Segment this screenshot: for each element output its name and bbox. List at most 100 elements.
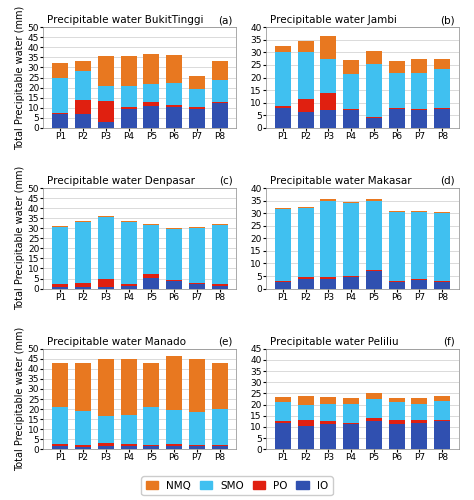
Bar — [212, 62, 228, 80]
Bar — [189, 227, 205, 228]
Bar — [343, 60, 359, 74]
Bar — [75, 222, 91, 282]
Bar — [320, 422, 336, 424]
Bar — [411, 404, 428, 420]
Bar — [120, 108, 137, 128]
Bar — [298, 41, 313, 52]
Bar — [275, 52, 291, 106]
Bar — [98, 446, 114, 450]
Bar — [52, 444, 68, 446]
Bar — [389, 424, 405, 450]
Bar — [389, 398, 405, 402]
Text: (a): (a) — [218, 16, 233, 26]
Bar — [75, 411, 91, 446]
Text: Precipitable water Denpasar: Precipitable water Denpasar — [47, 176, 195, 186]
Bar — [52, 113, 68, 114]
Bar — [320, 200, 336, 278]
Bar — [166, 446, 182, 450]
Bar — [389, 108, 405, 109]
Bar — [389, 281, 405, 282]
Bar — [75, 446, 91, 448]
Bar — [275, 281, 291, 282]
Bar — [320, 404, 336, 421]
Bar — [212, 284, 228, 286]
Bar — [434, 420, 450, 422]
Bar — [434, 281, 450, 282]
Bar — [52, 407, 68, 445]
Bar — [366, 51, 382, 64]
Bar — [120, 284, 137, 286]
Bar — [98, 359, 114, 416]
Bar — [120, 221, 137, 222]
Bar — [75, 363, 91, 411]
Bar — [166, 229, 182, 280]
Bar — [389, 420, 405, 424]
Bar — [189, 88, 205, 106]
Bar — [189, 412, 205, 446]
Bar — [366, 200, 382, 270]
Bar — [366, 399, 382, 418]
Bar — [320, 397, 336, 404]
Bar — [120, 56, 137, 86]
Bar — [52, 286, 68, 288]
Bar — [143, 224, 159, 225]
Bar — [98, 122, 114, 128]
Bar — [320, 110, 336, 128]
Bar — [275, 402, 291, 421]
Bar — [52, 114, 68, 128]
Bar — [298, 207, 313, 208]
Legend: NMQ, SMO, PO, IO: NMQ, SMO, PO, IO — [141, 476, 333, 495]
Bar — [212, 225, 228, 284]
Bar — [212, 80, 228, 102]
Bar — [75, 114, 91, 128]
Bar — [98, 444, 114, 446]
Bar — [389, 402, 405, 420]
Bar — [434, 282, 450, 288]
Bar — [143, 54, 159, 84]
Bar — [343, 276, 359, 278]
Bar — [366, 394, 382, 399]
Bar — [143, 446, 159, 450]
Bar — [52, 446, 68, 450]
Bar — [298, 404, 313, 420]
Bar — [275, 422, 291, 450]
Bar — [298, 420, 313, 426]
Bar — [343, 202, 359, 203]
Bar — [212, 224, 228, 225]
Bar — [275, 210, 291, 281]
Bar — [52, 284, 68, 286]
Bar — [98, 216, 114, 217]
Bar — [120, 106, 137, 108]
Bar — [189, 359, 205, 412]
Bar — [389, 72, 405, 108]
Bar — [143, 225, 159, 274]
Bar — [98, 217, 114, 278]
Text: Precipitable water Manado: Precipitable water Manado — [47, 336, 186, 346]
Bar — [298, 426, 313, 450]
Bar — [75, 62, 91, 70]
Bar — [212, 286, 228, 288]
Bar — [320, 278, 336, 288]
Bar — [52, 64, 68, 78]
Bar — [434, 396, 450, 402]
Bar — [166, 104, 182, 106]
Bar — [343, 424, 359, 450]
Bar — [212, 409, 228, 446]
Bar — [98, 286, 114, 288]
Bar — [120, 415, 137, 444]
Bar — [343, 203, 359, 276]
Bar — [298, 112, 313, 128]
Bar — [75, 70, 91, 100]
Bar — [275, 108, 291, 128]
Bar — [389, 109, 405, 128]
Bar — [166, 82, 182, 104]
Bar — [366, 418, 382, 422]
Text: (b): (b) — [440, 16, 455, 26]
Bar — [143, 278, 159, 288]
Bar — [434, 69, 450, 108]
Bar — [434, 402, 450, 420]
Bar — [52, 363, 68, 407]
Bar — [298, 208, 313, 278]
Bar — [75, 282, 91, 286]
Bar — [320, 92, 336, 110]
